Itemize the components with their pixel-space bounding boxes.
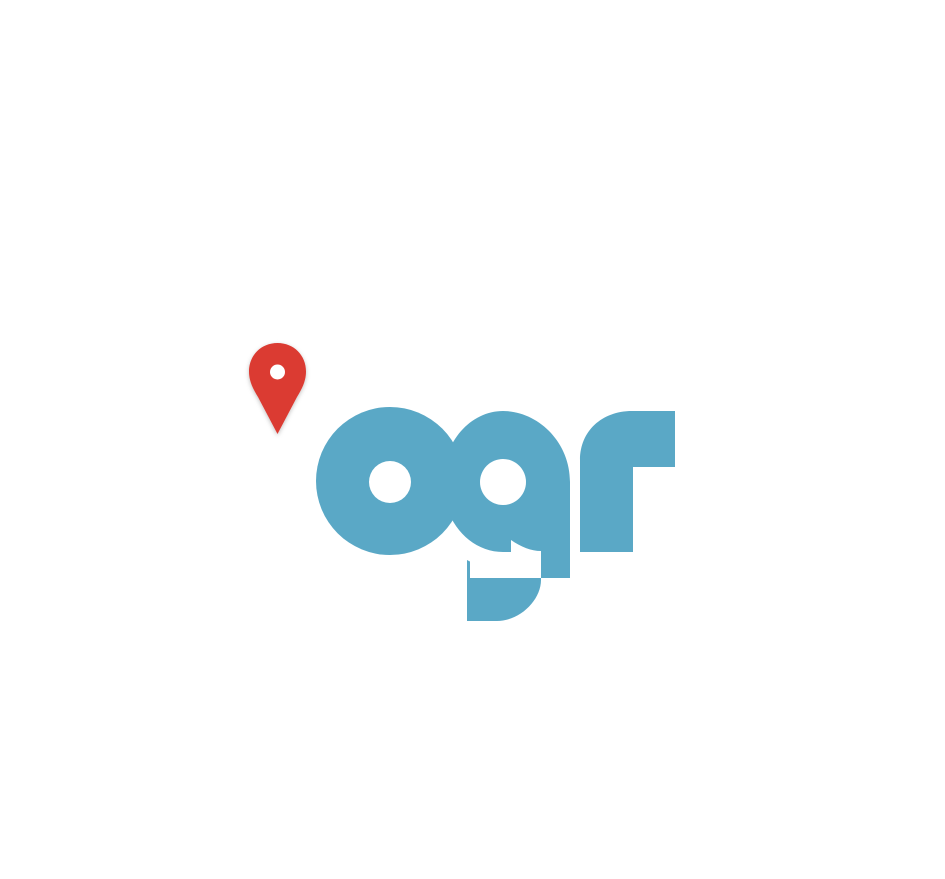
letter-o	[316, 407, 464, 555]
wordmark	[316, 407, 675, 621]
letter-g	[443, 411, 570, 621]
map-pin-icon	[249, 343, 306, 434]
letter-r	[580, 411, 675, 552]
